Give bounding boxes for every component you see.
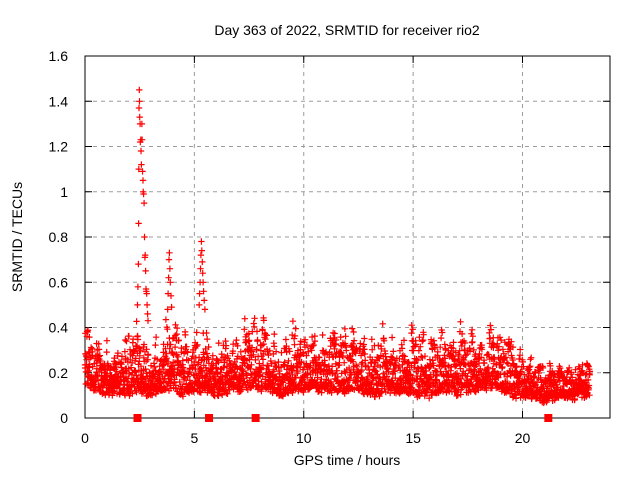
y-tick-label: 0.4 [49,320,69,336]
x-tick-label: 15 [405,430,421,446]
baseline-marker [251,414,260,422]
y-axis-label: SRMTID / TECUs [9,182,25,292]
x-axis-label: GPS time / hours [294,452,401,468]
baseline-marker [544,414,553,422]
y-tick-label: 0.8 [49,229,69,245]
baseline-marker [205,414,214,422]
data-points [81,86,594,407]
y-tick-label: 1.2 [49,139,69,155]
y-tick-label: 1 [60,184,68,200]
y-tick-label: 1.4 [49,93,69,109]
x-tick-label: 0 [81,430,89,446]
y-tick-label: 1.6 [49,48,69,64]
chart-title: Day 363 of 2022, SRMTID for receiver rio… [214,22,480,38]
y-tick-label: 0.6 [49,274,69,290]
data-points-layer [81,86,594,422]
x-tick-label: 20 [515,430,531,446]
tick-label-layer: 0 5 10 15 20 0 0.2 0.4 0.6 0.8 1 1.2 1.4 1.6 [49,48,531,446]
x-tick-label: 10 [296,430,312,446]
y-tick-label: 0 [60,410,68,426]
baseline-marker [133,414,142,422]
x-tick-label: 5 [190,430,198,446]
y-tick-label: 0.2 [49,365,69,381]
